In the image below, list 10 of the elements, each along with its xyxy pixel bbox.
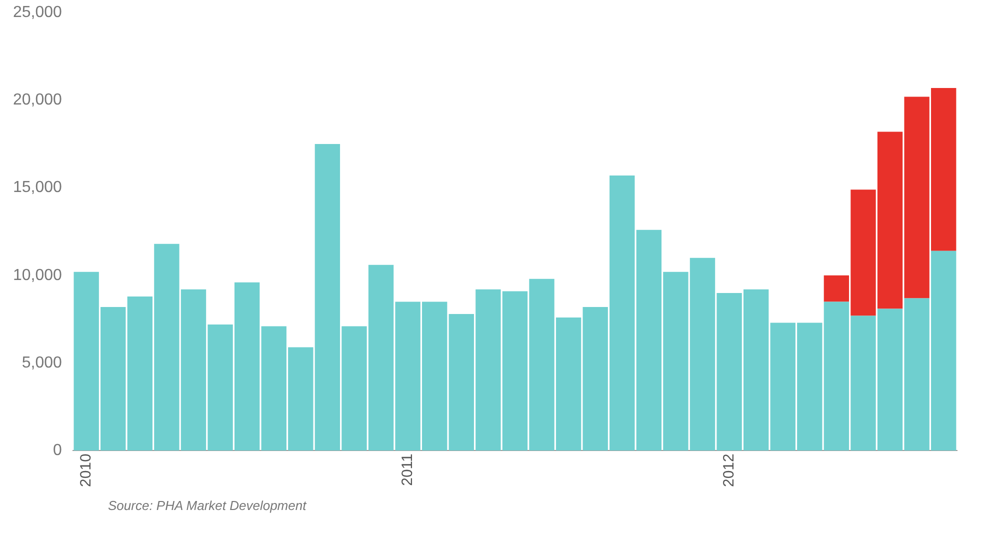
y-tick-label: 0 [53, 442, 62, 460]
y-tick-label: 20,000 [13, 92, 62, 109]
y-tick-label: 15,000 [13, 179, 62, 196]
x-tick-label: 2010 [77, 454, 94, 488]
y-tick-label: 25,000 [13, 4, 62, 22]
x-tick-label: 2011 [398, 454, 416, 486]
y-tick-label: 10,000 [13, 266, 62, 284]
source-note: Source: PHA Market Development [108, 498, 306, 513]
y-tick-label: 5,000 [22, 354, 62, 372]
x-tick-label: 2012 [720, 454, 738, 488]
